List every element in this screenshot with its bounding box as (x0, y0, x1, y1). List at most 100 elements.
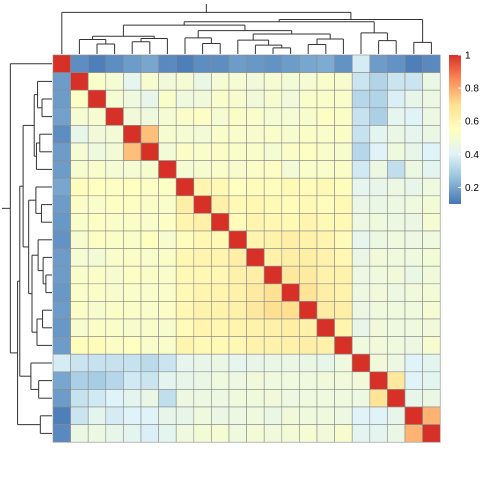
heatmap-cell (140, 318, 159, 337)
legend-tick-label: 1 (465, 51, 471, 62)
heatmap-cell (299, 107, 318, 126)
heatmap-cell (246, 54, 265, 73)
heatmap-cell (87, 424, 107, 443)
heatmap-cell (281, 213, 300, 232)
heatmap-cell (87, 107, 107, 126)
heatmap-cell (123, 230, 142, 249)
heatmap-cell (334, 301, 353, 320)
heatmap-cell (70, 301, 89, 320)
heatmap-cell (263, 177, 283, 197)
heatmap-cell (105, 230, 124, 249)
heatmap-cell (404, 160, 423, 179)
heatmap-cell (193, 301, 212, 320)
heatmap-cell (404, 177, 423, 197)
heatmap-cell (369, 89, 388, 109)
heatmap-cell (175, 248, 195, 267)
legend-tick-label: 0.6 (465, 117, 479, 128)
heatmap-cell (140, 160, 159, 179)
heatmap-cell (281, 353, 300, 373)
heatmap-cell (123, 160, 142, 179)
heatmap-cells (52, 54, 441, 443)
heatmap-cell (246, 424, 265, 443)
heatmap-cell (299, 54, 318, 73)
heatmap-cell (422, 72, 441, 91)
heatmap-cell (422, 213, 441, 232)
heatmap-cell (211, 125, 230, 144)
heatmap-cell (316, 213, 335, 232)
heatmap-cell (87, 195, 107, 214)
heatmap-cell (387, 125, 406, 144)
heatmap-cell (422, 336, 441, 355)
heatmap-cell (70, 142, 89, 161)
heatmap-cell (70, 353, 89, 373)
heatmap-cell (228, 177, 247, 197)
heatmap-cell (404, 406, 423, 425)
heatmap-cell (351, 160, 371, 179)
heatmap-cell (158, 72, 177, 91)
heatmap-cell (228, 125, 247, 144)
heatmap-cell (228, 265, 247, 285)
heatmap-cell (316, 389, 335, 408)
heatmap-cell (263, 424, 283, 443)
heatmap-cell (70, 406, 89, 425)
heatmap-cell (105, 142, 124, 161)
heatmap-cell (87, 283, 107, 302)
heatmap-cell (387, 213, 406, 232)
heatmap-cell (422, 265, 441, 285)
heatmap-cell (422, 230, 441, 249)
heatmap-cell (123, 54, 142, 73)
heatmap-cell (316, 424, 335, 443)
heatmap-cell (404, 142, 423, 161)
heatmap-cell (70, 389, 89, 408)
heatmap-cell (70, 336, 89, 355)
heatmap-cell (158, 160, 177, 179)
heatmap-cell (52, 265, 71, 285)
heatmap-cell (263, 54, 283, 73)
heatmap-cell (70, 72, 89, 91)
heatmap-cell (211, 195, 230, 214)
heatmap-cell (228, 160, 247, 179)
heatmap-cell (387, 54, 406, 73)
heatmap-cell (404, 301, 423, 320)
heatmap-cell (281, 107, 300, 126)
heatmap-cell (123, 177, 142, 197)
heatmap-cell (263, 371, 283, 390)
heatmap-cell (299, 177, 318, 197)
heatmap-cell (369, 142, 388, 161)
heatmap-cell (87, 301, 107, 320)
heatmap-cell (105, 265, 124, 285)
heatmap-cell (316, 72, 335, 91)
heatmap-cell (263, 72, 283, 91)
heatmap-cell (105, 283, 124, 302)
heatmap-cell (334, 177, 353, 197)
heatmap-cell (123, 125, 142, 144)
heatmap-cell (123, 283, 142, 302)
legend-tick-label: 0.8 (465, 84, 479, 95)
heatmap-cell (70, 107, 89, 126)
heatmap-cell (422, 89, 441, 109)
heatmap-cell (105, 72, 124, 91)
heatmap-cell (387, 107, 406, 126)
heatmap-cell (87, 213, 107, 232)
heatmap-cell (158, 371, 177, 390)
heatmap-cell (404, 389, 423, 408)
heatmap-cell (316, 265, 335, 285)
heatmap-cell (334, 353, 353, 373)
heatmap-cell (140, 424, 159, 443)
heatmap-cell (140, 142, 159, 161)
heatmap-cell (299, 195, 318, 214)
heatmap-cell (351, 54, 371, 73)
heatmap-cell (404, 353, 423, 373)
heatmap-cell (281, 125, 300, 144)
heatmap-cell (175, 160, 195, 179)
heatmap-cell (334, 371, 353, 390)
heatmap-cell (193, 72, 212, 91)
heatmap-cell (351, 195, 371, 214)
heatmap-cell (70, 371, 89, 390)
heatmap-cell (404, 248, 423, 267)
heatmap-cell (123, 248, 142, 267)
heatmap-cell (334, 424, 353, 443)
heatmap-cell (263, 336, 283, 355)
heatmap-cell (334, 89, 353, 109)
heatmap-cell (52, 336, 71, 355)
